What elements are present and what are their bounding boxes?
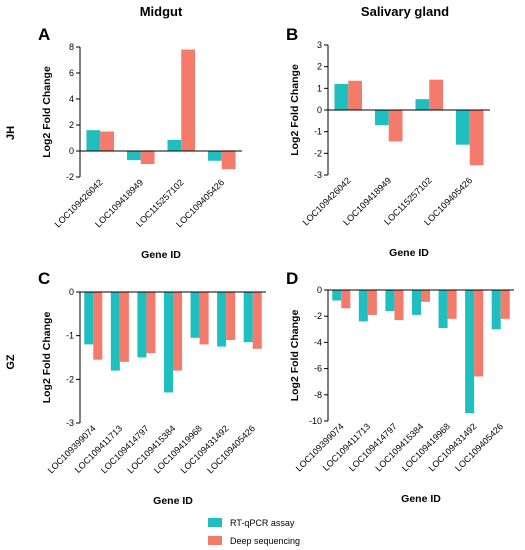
- panel-d-chart: -10-8-6-4-20LOC109399074LOC109411713LOC1…: [289, 285, 514, 505]
- panel-a-y-tick-label: 0: [69, 146, 74, 156]
- panel-b-y-tick-label: 1: [317, 83, 322, 93]
- panel-a-bar-rt-qpcr: [126, 151, 141, 161]
- panel-b-y-axis-title: Log2 Fold Change: [289, 64, 301, 156]
- panel-c-x-axis-title: Gene ID: [153, 495, 193, 507]
- panel-c-category-label: LOC109405426: [205, 423, 257, 475]
- panel-c-y-tick-label: -1: [66, 331, 74, 341]
- panel-b-bar-rt-qpcr: [334, 84, 349, 110]
- panel-d-bar-deep-seq: [447, 290, 457, 319]
- panel-c-y-axis-title: Log2 Fold Change: [41, 312, 53, 404]
- panel-c-bar-rt-qpcr: [110, 292, 120, 371]
- panel-a-y-axis-title: Log2 Fold Change: [41, 66, 53, 158]
- panel-a-y-tick-label: 4: [69, 94, 74, 104]
- panel-c-bar-deep-seq: [199, 292, 209, 345]
- legend-label-rt-qpcr: RT-qPCR assay: [230, 518, 295, 528]
- panel-d-bar-deep-seq: [474, 290, 484, 377]
- panel-d-bar-rt-qpcr: [465, 290, 475, 414]
- panel-d-y-tick-label: -10: [309, 416, 322, 426]
- panel-c-bar-rt-qpcr: [243, 292, 253, 343]
- panel-b-bar-rt-qpcr: [374, 110, 389, 126]
- panel-d-bar-deep-seq: [421, 290, 431, 302]
- panel-d-y-tick-label: -2: [314, 311, 322, 321]
- panel-b-bar-deep-seq: [429, 79, 444, 110]
- panel-b-y-tick-label: -3: [314, 170, 322, 180]
- panel-c-y-tick-label: -2: [66, 374, 74, 384]
- panel-a-bar-deep-seq: [221, 151, 236, 170]
- panel-d-y-tick-label: -8: [314, 390, 322, 400]
- panel-a-chart: -202468LOC109426042LOC109418949LOC115257…: [41, 42, 242, 261]
- panel-a-y-tick-label: 2: [69, 120, 74, 130]
- panel-d-bar-rt-qpcr: [358, 290, 368, 322]
- panel-d-bar-rt-qpcr: [411, 290, 421, 315]
- panel-d-bar-deep-seq: [341, 290, 351, 309]
- panel-d-y-tick-label: -4: [314, 337, 322, 347]
- legend: RT-qPCR assay Deep sequencing: [208, 518, 300, 546]
- panel-a-bar-deep-seq: [140, 151, 155, 164]
- panel-b-bar-deep-seq: [388, 110, 403, 142]
- panel-d-y-axis-title: Log2 Fold Change: [289, 310, 301, 402]
- column-title-salivary-gland: Salivary gland: [361, 4, 449, 19]
- panel-b-bar-deep-seq: [348, 80, 363, 110]
- panel-c-bar-deep-seq: [252, 292, 262, 349]
- panel-d-category-label: LOC109411713: [321, 421, 373, 473]
- panel-b-chart: -3-2-10123LOC109426042LOC109418949LOC115…: [289, 40, 490, 259]
- panel-d-bar-deep-seq: [367, 290, 377, 315]
- panel-c-bar-rt-qpcr: [163, 292, 173, 393]
- panel-b-bar-rt-qpcr: [415, 99, 430, 110]
- panel-b-y-tick-label: -1: [314, 127, 322, 137]
- panel-d-bar-rt-qpcr: [491, 290, 501, 330]
- panel-a-bar-deep-seq: [181, 49, 196, 151]
- panel-d-y-tick-label: -6: [314, 364, 322, 374]
- panel-b-y-tick-label: -2: [314, 148, 322, 158]
- panel-a-x-axis-title: Gene ID: [141, 249, 181, 261]
- panel-letter-a: A: [38, 25, 50, 44]
- panel-b-y-tick-label: 3: [317, 40, 322, 50]
- panel-c-chart: -3-2-10LOC109399074LOC109411713LOC109414…: [41, 287, 266, 507]
- panel-b-y-tick-label: 0: [317, 105, 322, 115]
- panel-c-bar-deep-seq: [146, 292, 156, 354]
- panel-letter-b: B: [286, 25, 298, 44]
- row-label-gz: GZ: [5, 354, 17, 370]
- panel-b-bar-deep-seq: [469, 110, 484, 166]
- panel-c-bar-deep-seq: [119, 292, 129, 362]
- panel-c-bar-deep-seq: [93, 292, 103, 360]
- panel-d-bar-deep-seq: [394, 290, 404, 321]
- legend-label-deep-sequencing: Deep sequencing: [230, 536, 300, 546]
- panel-c-category-label: LOC109411713: [73, 423, 125, 475]
- panel-c-bar-rt-qpcr: [137, 292, 147, 358]
- legend-swatch-rt-qpcr: [208, 518, 222, 527]
- row-label-jh: JH: [5, 126, 17, 140]
- panel-b-x-axis-title: Gene ID: [389, 247, 429, 259]
- panel-a-bar-rt-qpcr: [86, 130, 101, 151]
- panel-d-y-tick-label: 0: [317, 285, 322, 295]
- panel-letter-c: C: [38, 269, 50, 288]
- panel-a-bar-rt-qpcr: [167, 139, 182, 151]
- panel-d-bar-rt-qpcr: [332, 290, 342, 301]
- panel-b-bar-rt-qpcr: [455, 110, 470, 145]
- panel-a-y-tick-label: -2: [66, 172, 74, 182]
- panel-c-bar-rt-qpcr: [84, 292, 94, 345]
- panel-a-bar-rt-qpcr: [207, 151, 222, 161]
- panel-c-bar-deep-seq: [173, 292, 183, 371]
- panel-d-bar-rt-qpcr: [385, 290, 395, 311]
- panel-letter-d: D: [286, 269, 298, 288]
- panel-c-y-tick-label: -3: [66, 418, 74, 428]
- panel-d-bar-deep-seq: [500, 290, 510, 319]
- panel-d-category-label: LOC109405426: [453, 421, 505, 473]
- panel-c-bar-rt-qpcr: [190, 292, 200, 338]
- panel-b-y-tick-label: 2: [317, 62, 322, 72]
- column-title-midgut: Midgut: [140, 4, 183, 19]
- panel-d-x-axis-title: Gene ID: [401, 493, 441, 505]
- panel-d-bar-rt-qpcr: [438, 290, 448, 328]
- panel-a-bar-deep-seq: [100, 131, 115, 151]
- panel-c-bar-deep-seq: [226, 292, 236, 341]
- legend-swatch-deep-sequencing: [208, 536, 222, 545]
- panel-c-bar-rt-qpcr: [217, 292, 227, 347]
- panel-c-y-tick-label: 0: [69, 287, 74, 297]
- panel-a-y-tick-label: 6: [69, 68, 74, 78]
- panel-a-y-tick-label: 8: [69, 42, 74, 52]
